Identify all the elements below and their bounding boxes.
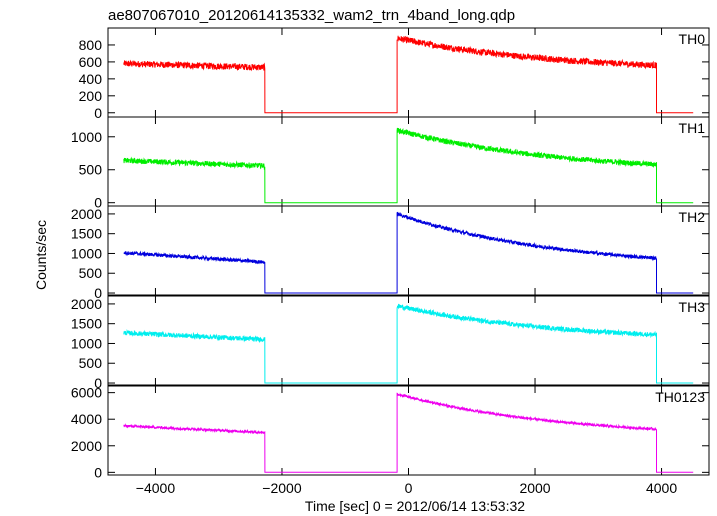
chart-title: ae807067010_20120614135332_wam2_trn_4ban… [108,7,515,24]
y-tick-label: 500 [79,265,103,281]
panel-th3: 0 500 1000 1500 2000 TH3 [71,295,710,391]
y-tick-label: 2000 [71,206,102,222]
y-tick-label: 0 [94,464,102,480]
series-th0 [123,35,694,114]
y-tick-label: 1500 [71,316,102,332]
y-tick-label: 0 [94,285,102,301]
x-tick-label: −2000 [262,480,302,496]
y-tick-label: 200 [79,88,103,104]
y-tick-label: 1000 [71,335,102,351]
panel-label: TH0123 [655,389,705,405]
x-tick-label: −4000 [136,480,176,496]
panel-th2: 0 500 1000 1500 2000 TH2 [71,205,710,301]
y-tick-label: 6000 [71,385,102,401]
y-tick-label: 1000 [71,245,102,261]
panel-label: TH1 [679,120,706,136]
panel-frame [107,205,710,296]
y-tick-label: 1000 [71,129,102,145]
series-th0123 [123,392,694,473]
x-tick-label: 0 [405,480,413,496]
y-tick-label: 1500 [71,226,102,242]
y-tick-label: 4000 [71,411,102,427]
y-tick-label: 600 [79,54,103,70]
y-tick-label: 2000 [71,296,102,312]
y-tick-label: 0 [94,105,102,121]
x-tick-label: 4000 [646,480,677,496]
series-th2 [123,211,694,294]
y-tick-label: 500 [79,162,103,178]
x-axis-label: Time [sec] 0 = 2012/06/14 13:53:32 [305,498,525,514]
y-tick-label: 800 [79,37,103,53]
x-tick-label: 2000 [519,480,550,496]
panel-label: TH0 [679,31,706,47]
y-axis-label: Counts/sec [33,220,49,290]
y-tick-label: 400 [79,71,103,87]
series-th1 [123,127,694,204]
panel-th1: 0 500 1000 TH1 [71,116,710,211]
y-tick-label: 0 [94,375,102,391]
panel-label: TH3 [679,299,706,315]
series-th3 [123,303,694,384]
y-tick-label: 2000 [71,438,102,454]
panel-label: TH2 [679,209,706,225]
y-tick-label: 0 [94,195,102,211]
panel-th0123: 0 2000 4000 6000 TH0123 [71,385,710,480]
y-tick-label: 500 [79,355,103,371]
